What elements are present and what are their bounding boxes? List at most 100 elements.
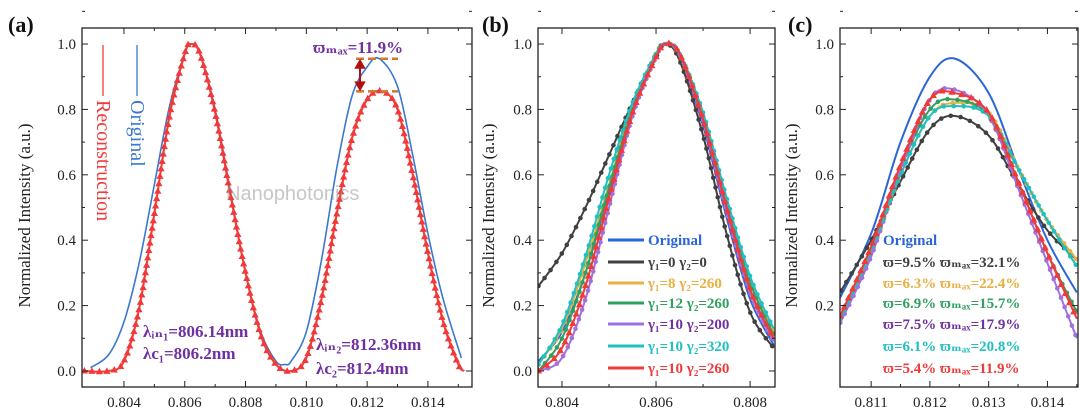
triangle-marker: [706, 139, 714, 146]
x-tick-label: 0.812: [913, 395, 947, 411]
triangle-marker: [126, 342, 134, 349]
dot-marker: [990, 137, 995, 143]
triangle-marker: [201, 68, 210, 76]
triangle-marker: [629, 107, 637, 115]
triangle-marker: [713, 168, 721, 175]
triangle-marker: [301, 356, 309, 363]
legend-label: γ₁=10 γ₂=320: [647, 339, 729, 355]
dot-marker: [1067, 254, 1073, 259]
y-tick-label: 0.0: [57, 364, 76, 380]
dot-marker: [854, 262, 860, 268]
triangle-marker: [297, 362, 305, 370]
y-tick-label: 1.0: [513, 37, 532, 53]
legend-label: ϖ=9.5% ϖₘₐₓ=32.1%: [883, 255, 1020, 271]
dot-marker: [620, 128, 626, 133]
triangle-marker: [423, 247, 432, 254]
triangle-marker: [433, 291, 441, 298]
dot-marker: [867, 257, 873, 262]
dot-marker: [727, 243, 733, 249]
dot-marker: [611, 142, 616, 148]
triangle-marker: [313, 313, 322, 320]
dot-marker: [1073, 262, 1078, 268]
dot-marker: [834, 326, 839, 331]
triangle-marker: [170, 91, 178, 98]
triangle-marker: [329, 232, 337, 239]
dot-marker: [576, 316, 582, 322]
triangle-marker: [452, 355, 461, 363]
triangle-marker: [346, 143, 354, 151]
triangle-marker: [167, 105, 175, 113]
triangle-marker: [342, 158, 351, 165]
dot-marker: [744, 301, 750, 306]
dot-marker: [586, 260, 591, 266]
dot-marker: [623, 118, 629, 124]
triangle-marker: [228, 200, 236, 208]
triangle-marker: [184, 40, 192, 48]
triangle-marker: [1041, 243, 1049, 251]
triangle-marker: [888, 182, 897, 189]
triangle-marker: [721, 197, 729, 204]
dot-marker: [608, 166, 614, 171]
triangle-marker: [234, 230, 242, 237]
panel-c: 0.811 0.812 0.813 0.814 0.2 0.4 0.6 0.8 1.0 Norma…: [782, 10, 1079, 411]
triangle-marker: [691, 91, 699, 98]
triangle-marker: [703, 129, 711, 136]
dot-marker: [1046, 220, 1052, 226]
triangle-marker: [341, 165, 349, 173]
triangle-marker: [237, 245, 245, 252]
triangle-marker: [283, 367, 291, 374]
triangle-marker: [203, 75, 212, 83]
triangle-marker: [347, 136, 356, 144]
dot-marker: [961, 103, 967, 109]
x-tick-label: 0.804: [107, 395, 141, 411]
triangle-marker: [610, 175, 618, 182]
triangle-marker: [334, 202, 342, 210]
triangle-marker: [163, 127, 171, 135]
triangle-marker: [899, 154, 907, 161]
dot-marker: [684, 79, 690, 84]
triangle-marker: [340, 173, 348, 180]
triangle-marker: [140, 276, 148, 283]
dot-marker: [891, 188, 897, 193]
triangle-marker: [215, 127, 223, 134]
dot-marker: [916, 133, 921, 138]
dot-marker: [541, 353, 547, 359]
triangle-marker: [120, 356, 129, 363]
dot-marker: [548, 267, 553, 273]
triangle-marker: [910, 126, 918, 134]
dot-marker: [580, 280, 585, 285]
dot-marker: [1062, 304, 1067, 310]
triangle-marker: [681, 62, 689, 70]
triangle-marker: [324, 261, 332, 269]
dot-marker: [704, 146, 709, 151]
dot-marker: [583, 270, 588, 276]
dot-marker: [1041, 223, 1047, 229]
triangle-marker: [918, 108, 927, 115]
triangle-marker: [132, 320, 140, 327]
lambda-in1-annotation: λᵢₙ₁=806.14nm: [143, 322, 248, 341]
triangle-marker: [607, 185, 615, 192]
triangle-marker: [253, 318, 261, 325]
axes-frame: [81, 27, 473, 388]
legend-label: γ₁=12 γ₂=260: [647, 296, 729, 312]
dot-marker: [899, 169, 905, 175]
dot-marker: [595, 249, 601, 255]
triangle-marker: [411, 181, 419, 188]
dot-marker: [1012, 159, 1017, 164]
legend-label: γ₁=10 γ₂=200: [647, 317, 729, 333]
triangle-marker: [575, 300, 584, 308]
dot-marker: [1031, 194, 1037, 199]
legend-label: Original: [126, 100, 148, 167]
triangle-marker: [205, 83, 213, 90]
dot-marker: [717, 204, 723, 210]
triangle-marker: [572, 310, 580, 317]
dot-marker: [559, 336, 565, 341]
dot-marker: [905, 165, 910, 170]
triangle-marker: [584, 272, 593, 279]
triangle-marker: [416, 210, 425, 218]
dot-marker: [980, 109, 986, 114]
x-tick-label: 0.806: [639, 395, 673, 411]
dot-marker: [1041, 211, 1046, 217]
dot-marker: [859, 275, 865, 281]
dot-marker: [964, 99, 970, 104]
